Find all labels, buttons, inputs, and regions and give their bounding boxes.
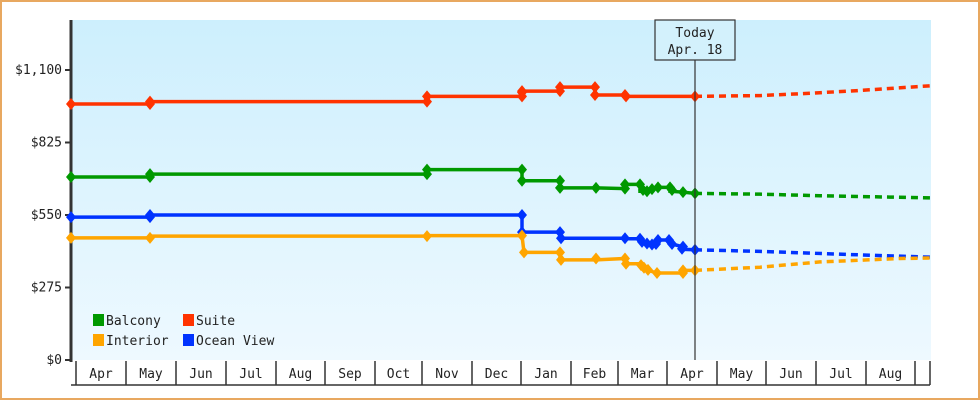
legend-label: Suite [196,314,235,329]
price-point-marker[interactable] [66,98,76,111]
forecast-line [694,248,931,259]
price-point-marker[interactable] [620,178,630,191]
price-point-marker[interactable] [66,171,76,184]
x-tick-label: Jun [779,367,802,382]
today-marker: Today Apr. 18 [654,19,736,360]
price-point-marker[interactable] [678,186,688,199]
x-tick-label: May [139,367,163,382]
price-point-marker[interactable] [620,232,630,245]
price-point-marker[interactable] [517,174,527,187]
price-point-marker[interactable] [621,257,631,270]
legend-label: Balcony [106,314,161,329]
price-point-marker[interactable] [66,231,76,244]
price-point-marker[interactable] [555,181,565,194]
price-point-marker[interactable] [422,230,432,243]
price-point-marker[interactable] [652,267,662,279]
legend-label: Ocean View [196,334,274,349]
x-tick-label: Jul [829,367,852,382]
x-tick-label: Jun [189,367,212,382]
price-point-marker[interactable] [591,181,601,194]
legend-swatch [93,334,104,346]
x-tick-label: Jul [239,367,262,382]
price-point-marker[interactable] [555,246,565,259]
price-point-marker[interactable] [145,95,155,108]
legend-swatch [93,314,104,326]
x-tick-label: Aug [289,367,312,382]
series-ocean-view [66,209,931,259]
y-tick-label: $0 [46,353,62,368]
x-axis: Apr May Jun Jul Aug Sep Oct Nov Dec Jan Feb Mar Apr M… [71,361,931,386]
x-tick-label: Oct [387,367,410,382]
price-point-marker[interactable] [591,252,601,265]
price-point-marker[interactable] [145,168,155,181]
legend-item-suite[interactable]: Suite [183,314,235,329]
price-point-marker[interactable] [517,85,527,98]
series-balcony [66,163,931,200]
legend-item-balcony[interactable]: Balcony [93,314,161,329]
today-label-box [654,19,736,61]
legend-label: Interior [106,334,169,349]
price-point-marker[interactable] [517,229,527,242]
x-tick-label: Feb [583,367,607,382]
y-tick-label: $1,100 [15,63,62,78]
price-point-marker[interactable] [653,234,663,247]
price-point-marker[interactable] [667,183,677,196]
x-tick-label: Nov [435,367,459,382]
price-point-marker[interactable] [555,81,565,94]
x-tick-label: Apr [89,367,113,382]
price-point-marker[interactable] [422,90,432,103]
legend-item-interior[interactable]: Interior [93,334,169,349]
y-axis: $0 $275 $550 $825 $1,100 [15,20,73,368]
series-layer [66,81,931,279]
price-point-marker[interactable] [66,211,76,224]
price-point-marker[interactable] [519,246,529,259]
plot-area [71,20,931,360]
x-tick-label: Sep [338,367,362,382]
price-point-marker[interactable] [555,174,565,187]
price-point-marker[interactable] [643,263,653,276]
price-point-marker[interactable] [590,81,600,94]
y-tick-label: $275 [31,281,62,296]
x-tick-label: Apr [680,367,704,382]
x-tick-label: Aug [879,367,902,382]
legend: Balcony Suite Interior Ocean View [93,314,274,349]
x-tick-label: May [730,367,754,382]
price-point-marker[interactable] [517,163,527,176]
price-point-marker[interactable] [145,209,155,221]
legend-item-ocean-view[interactable]: Ocean View [183,334,274,349]
price-point-marker[interactable] [678,264,688,277]
today-label: Today [675,26,714,41]
y-tick-label: $825 [31,136,62,151]
price-point-marker[interactable] [517,209,527,221]
price-point-marker[interactable] [677,242,687,255]
price-point-marker[interactable] [621,90,631,103]
today-date: Apr. 18 [668,43,723,58]
forecast-line [694,84,931,99]
x-tick-label: Jan [534,367,557,382]
series-suite [66,81,931,111]
price-point-marker[interactable] [653,181,663,194]
price-point-marker[interactable] [422,163,432,176]
forecast-line [694,256,931,273]
x-tick-label: Dec [485,367,508,382]
x-tick-label: Mar [631,367,655,382]
price-point-marker[interactable] [590,89,600,102]
forecast-line [694,191,931,200]
y-tick-label: $550 [31,208,62,223]
price-point-marker[interactable] [145,231,155,244]
price-point-marker[interactable] [667,238,677,250]
legend-swatch [183,334,194,346]
series-interior [66,229,931,279]
price-point-marker[interactable] [556,253,566,266]
legend-swatch [183,314,194,326]
price-point-marker[interactable] [556,232,566,245]
